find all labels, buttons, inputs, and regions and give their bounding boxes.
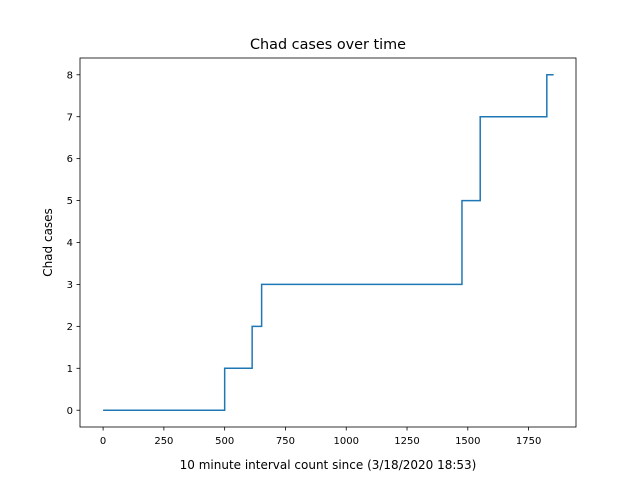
x-tick-label: 250 [154, 436, 173, 447]
chart-title: Chad cases over time [250, 37, 406, 53]
x-tick-label: 500 [215, 436, 234, 447]
y-tick-label: 8 [67, 70, 73, 81]
y-tick-label: 2 [67, 322, 73, 333]
x-tick-label: 1250 [394, 436, 419, 447]
x-tick-label: 1500 [455, 436, 480, 447]
y-tick-label: 4 [67, 238, 73, 249]
x-axis-label: 10 minute interval count since (3/18/202… [180, 458, 477, 472]
y-tick-label: 1 [67, 364, 73, 375]
y-tick-label: 3 [67, 280, 73, 291]
x-tick-label: 1000 [334, 436, 359, 447]
y-axis: 0 1 2 3 4 5 6 7 8 [67, 70, 80, 416]
y-tick-label: 5 [67, 196, 73, 207]
y-axis-label: Chad cases [41, 208, 55, 277]
y-tick-label: 0 [67, 406, 73, 417]
plot-area [80, 58, 576, 427]
y-tick-label: 6 [67, 154, 73, 165]
x-tick-label: 750 [276, 436, 295, 447]
x-axis: 0 250 500 750 1000 1250 1500 1750 [100, 427, 541, 447]
y-tick-label: 7 [67, 112, 73, 123]
plot-frame [80, 58, 576, 427]
x-tick-label: 1750 [516, 436, 541, 447]
x-tick-label: 0 [100, 436, 106, 447]
